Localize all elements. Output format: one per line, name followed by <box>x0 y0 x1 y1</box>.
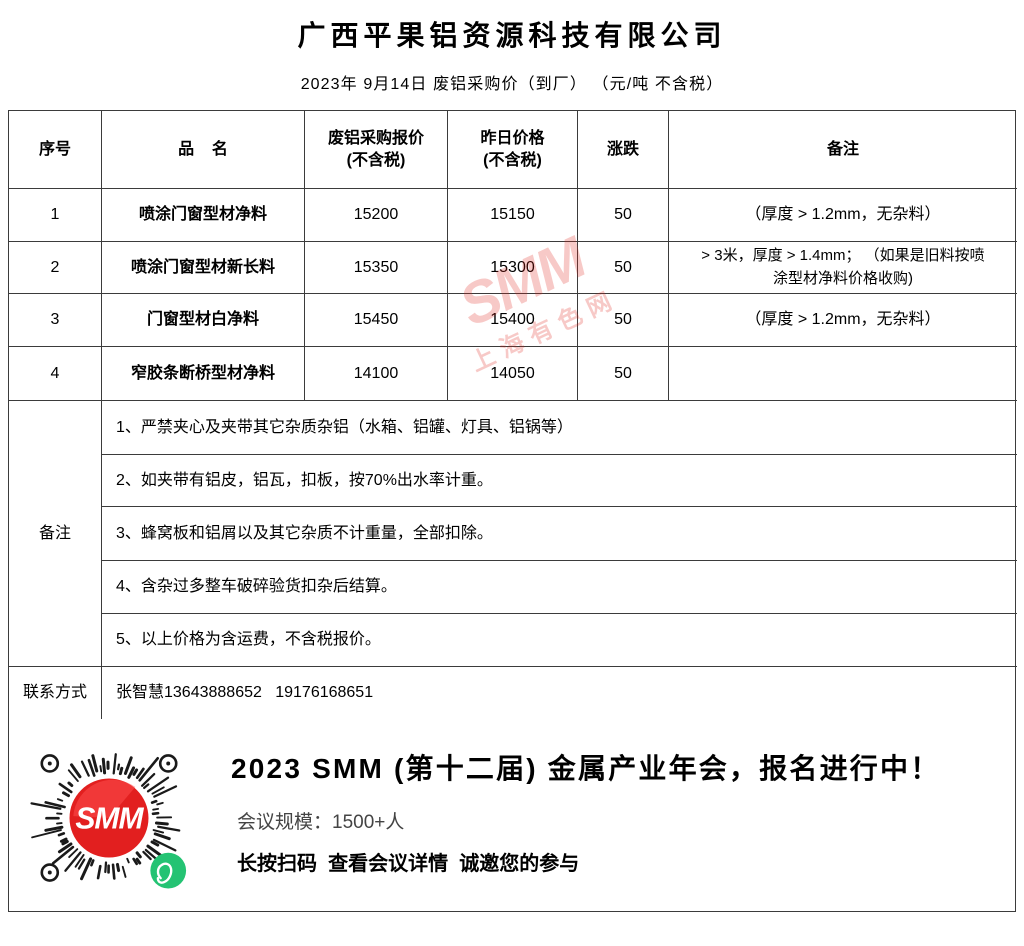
svg-text:SMM: SMM <box>75 802 144 835</box>
